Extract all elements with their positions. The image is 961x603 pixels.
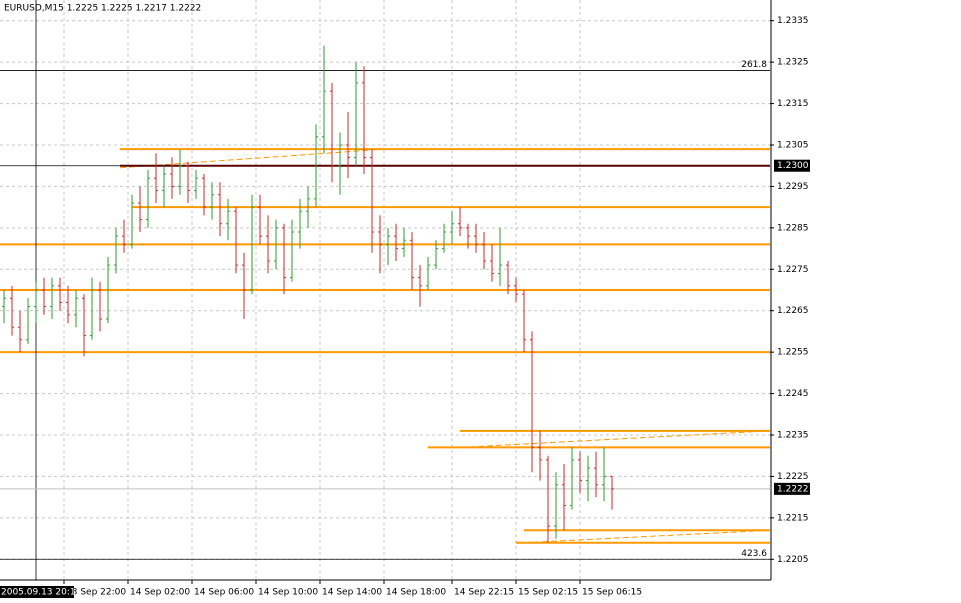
time-highlight — [0, 586, 74, 598]
y-tick-label: 1.2255 — [777, 348, 809, 358]
y-tick-label: 1.2285 — [777, 223, 809, 233]
y-tick-label: 1.2295 — [777, 182, 809, 192]
y-tick-label: 1.2305 — [777, 141, 809, 151]
plot — [0, 0, 771, 580]
x-tick-label: 15 Sep 02:15 — [518, 588, 578, 598]
x-tick-label: 14 Sep 14:00 — [322, 588, 382, 598]
y-tick-label: 1.2275 — [777, 265, 809, 275]
x-tick-label: 14 Sep 06:00 — [194, 588, 254, 598]
fibo-label: 261.8 — [741, 60, 767, 70]
x-tick-label: 13 Sep 22:00 — [66, 588, 126, 598]
axis-highlight — [774, 159, 810, 172]
trend-line — [523, 529, 771, 544]
y-tick-label: 1.2315 — [777, 99, 809, 109]
y-tick-label: 1.2205 — [777, 555, 809, 565]
y-tick-label: 1.2265 — [777, 306, 809, 316]
fibo-label: 423.6 — [741, 549, 767, 559]
y-tick-label: 1.2325 — [777, 58, 809, 68]
y-tick-label: 1.2235 — [777, 431, 809, 441]
x-tick-label: 14 Sep 10:00 — [258, 588, 318, 598]
x-tick-label: 14 Sep 22:15 — [454, 588, 514, 598]
axis-highlight-label: 1.2300 — [777, 161, 809, 171]
y-tick-label: 1.2225 — [777, 472, 809, 482]
y-tick-label: 1.2215 — [777, 513, 809, 523]
y-tick-label: 1.2245 — [777, 389, 809, 399]
trend-line — [459, 430, 771, 448]
chart-header: EURUSD,M15 1.2225 1.2225 1.2217 1.2222 — [4, 4, 201, 14]
axis-highlight-label: 1.2222 — [777, 484, 809, 494]
axis-highlight — [774, 482, 810, 495]
y-tick-label: 1.2335 — [777, 16, 809, 26]
x-tick-label: 15 Sep 06:15 — [582, 588, 642, 598]
x-tick-label: 14 Sep 18:00 — [386, 588, 446, 598]
x-tick-label: 14 Sep 02:00 — [130, 588, 190, 598]
time-highlight-label: 2005.09.13 20:15 — [1, 588, 81, 598]
